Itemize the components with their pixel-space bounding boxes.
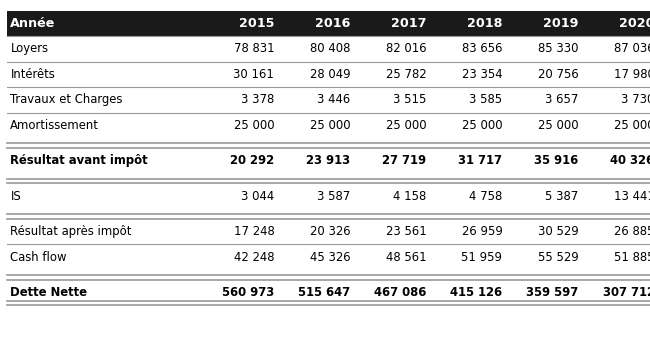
Text: Travaux et Charges: Travaux et Charges: [10, 93, 123, 106]
Text: 31 717: 31 717: [458, 154, 502, 167]
Text: 23 354: 23 354: [462, 68, 502, 81]
Text: 51 885: 51 885: [614, 251, 650, 264]
Text: Loyers: Loyers: [10, 42, 48, 55]
Text: 2018: 2018: [467, 17, 502, 30]
Text: 25 000: 25 000: [538, 119, 578, 132]
Text: 48 561: 48 561: [386, 251, 426, 264]
Text: Résultat avant impôt: Résultat avant impôt: [10, 154, 148, 167]
Text: 17 980: 17 980: [614, 68, 650, 81]
Text: 87 036: 87 036: [614, 42, 650, 55]
Text: 3 378: 3 378: [241, 93, 274, 106]
Text: 3 657: 3 657: [545, 93, 578, 106]
Text: 25 000: 25 000: [614, 119, 650, 132]
Text: 2017: 2017: [391, 17, 426, 30]
Text: 17 248: 17 248: [233, 225, 274, 238]
Text: 4 758: 4 758: [469, 190, 502, 203]
Text: 2020: 2020: [619, 17, 650, 30]
Text: 55 529: 55 529: [538, 251, 578, 264]
Text: 515 647: 515 647: [298, 286, 350, 299]
Text: Année: Année: [10, 17, 56, 30]
Text: 359 597: 359 597: [526, 286, 578, 299]
Text: IS: IS: [10, 190, 21, 203]
Text: 3 515: 3 515: [393, 93, 426, 106]
Text: 30 529: 30 529: [538, 225, 578, 238]
Text: 80 408: 80 408: [310, 42, 350, 55]
FancyBboxPatch shape: [6, 10, 650, 36]
Text: 3 446: 3 446: [317, 93, 350, 106]
Text: 26 959: 26 959: [462, 225, 502, 238]
Text: 25 000: 25 000: [234, 119, 274, 132]
Text: 85 330: 85 330: [538, 42, 578, 55]
Text: Amortissement: Amortissement: [10, 119, 99, 132]
Text: 51 959: 51 959: [462, 251, 502, 264]
Text: 5 387: 5 387: [545, 190, 578, 203]
Text: Résultat après impôt: Résultat après impôt: [10, 225, 132, 238]
Text: 307 712: 307 712: [603, 286, 650, 299]
Text: 25 000: 25 000: [386, 119, 426, 132]
Text: 2019: 2019: [543, 17, 578, 30]
Text: 25 000: 25 000: [462, 119, 502, 132]
Text: 3 044: 3 044: [241, 190, 274, 203]
Text: Dette Nette: Dette Nette: [10, 286, 87, 299]
Text: 20 292: 20 292: [230, 154, 274, 167]
Text: 83 656: 83 656: [462, 42, 502, 55]
Text: 78 831: 78 831: [234, 42, 274, 55]
Text: 23 913: 23 913: [306, 154, 350, 167]
Text: 23 561: 23 561: [385, 225, 426, 238]
Text: 30 161: 30 161: [233, 68, 274, 81]
Text: Cash flow: Cash flow: [10, 251, 67, 264]
Text: 13 441: 13 441: [614, 190, 650, 203]
Text: 25 782: 25 782: [386, 68, 426, 81]
Text: 415 126: 415 126: [450, 286, 502, 299]
Text: Intérêts: Intérêts: [10, 68, 55, 81]
Text: 26 885: 26 885: [614, 225, 650, 238]
Text: 25 000: 25 000: [310, 119, 350, 132]
Text: 467 086: 467 086: [374, 286, 426, 299]
Text: 3 585: 3 585: [469, 93, 502, 106]
Text: 20 326: 20 326: [310, 225, 350, 238]
Text: 82 016: 82 016: [386, 42, 426, 55]
Text: 42 248: 42 248: [234, 251, 274, 264]
Text: 27 719: 27 719: [382, 154, 426, 167]
Text: 28 049: 28 049: [310, 68, 350, 81]
Text: 40 326: 40 326: [610, 154, 650, 167]
Text: 2015: 2015: [239, 17, 274, 30]
Text: 35 916: 35 916: [534, 154, 578, 167]
Text: 4 158: 4 158: [393, 190, 426, 203]
Text: 560 973: 560 973: [222, 286, 274, 299]
Text: 3 587: 3 587: [317, 190, 350, 203]
Text: 45 326: 45 326: [310, 251, 350, 264]
Text: 2016: 2016: [315, 17, 350, 30]
Text: 20 756: 20 756: [538, 68, 578, 81]
Text: 3 730: 3 730: [621, 93, 650, 106]
